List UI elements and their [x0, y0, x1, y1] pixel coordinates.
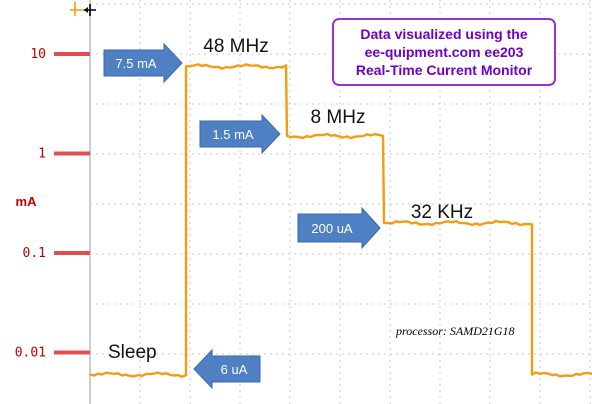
- state-labels: 48 MHz 8 MHz 32 KHz Sleep: [108, 36, 473, 363]
- y-tick-label: 1: [38, 147, 46, 162]
- state-label: 8 MHz: [311, 107, 366, 128]
- state-label: Sleep: [108, 342, 157, 363]
- y-tick-label: 0.1: [23, 246, 46, 261]
- info-callout: Data visualized using the ee-quipment.co…: [332, 18, 556, 86]
- current-label: 200 uA: [311, 221, 353, 236]
- current-label: 6 uA: [221, 362, 248, 377]
- callout-line-1: Data visualized using the: [360, 26, 528, 42]
- current-arrow: [297, 206, 381, 250]
- y-tick-label: 10: [30, 47, 46, 62]
- current-arrow: [199, 113, 281, 155]
- processor-annotation: processor: SAMD21G18: [395, 324, 515, 338]
- callout-line-2: ee-quipment.com ee203: [364, 44, 524, 60]
- current-label: 1.5 mA: [212, 127, 254, 142]
- y-tick-label: 0.01: [15, 346, 46, 361]
- current-arrows: 7.5 mA 1.5 mA 200 uA 6 uA: [103, 42, 381, 390]
- callout-line-3: Real-Time Current Monitor: [355, 62, 533, 78]
- crosshair-cursor-icon: [70, 2, 96, 16]
- y-axis: 10 1 0.1 0.01 mA: [15, 47, 90, 361]
- state-label: 48 MHz: [203, 36, 268, 57]
- state-label: 32 KHz: [411, 202, 473, 223]
- current-arrow: [103, 42, 183, 84]
- current-arrow: [193, 348, 261, 390]
- y-axis-label: mA: [16, 194, 38, 209]
- current-label: 7.5 mA: [115, 56, 157, 71]
- current-trace-line: [89, 63, 592, 378]
